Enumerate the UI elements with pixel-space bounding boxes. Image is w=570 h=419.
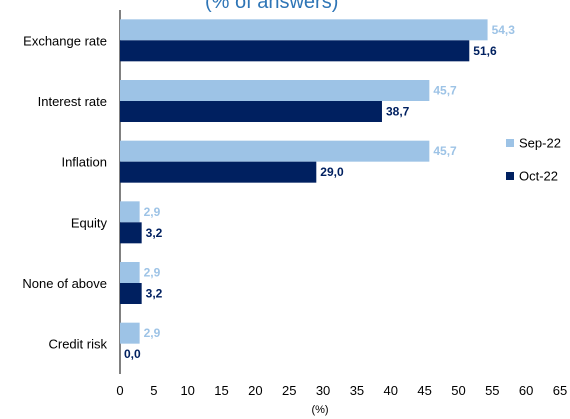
data-label: 38,7 (386, 105, 410, 119)
legend-swatch (506, 172, 514, 180)
bar-oct-22 (120, 161, 317, 183)
legend-label: Oct-22 (519, 169, 558, 184)
x-tick-label: 30 (316, 383, 330, 398)
bar-oct-22 (120, 222, 142, 244)
x-tick-label: 50 (451, 383, 465, 398)
category-label: Credit risk (48, 337, 107, 352)
category-label: Exchange rate (23, 33, 107, 48)
category-label: Inflation (61, 155, 107, 170)
data-label: 3,2 (146, 226, 163, 240)
x-tick-label: 35 (350, 383, 364, 398)
legend-swatch (506, 139, 514, 147)
value-labels: 54,351,645,738,745,729,02,93,22,93,22,90… (124, 23, 515, 361)
data-label: 0,0 (124, 347, 141, 361)
data-label: 2,9 (144, 205, 161, 219)
chart-title: (% of answers) (205, 0, 339, 13)
category-labels: Exchange rate Interest rate Inflation Equit… (22, 33, 107, 351)
legend: Sep-22 Oct-22 (506, 136, 561, 184)
bar-sep-22 (120, 19, 488, 41)
category-label: Equity (71, 215, 108, 230)
x-tick-label: 5 (150, 383, 157, 398)
data-label: 29,0 (320, 165, 344, 179)
bar-oct-22 (120, 101, 382, 122)
bar-sep-22 (120, 201, 140, 223)
data-label: 2,9 (144, 266, 161, 280)
x-tick-label: 0 (116, 383, 123, 398)
bar-oct-22 (120, 283, 142, 304)
category-label: None of above (22, 276, 107, 291)
data-label: 2,9 (144, 326, 161, 340)
bars (120, 19, 488, 344)
x-tick-label: 20 (248, 383, 262, 398)
x-tick-label: 15 (214, 383, 228, 398)
bar-sep-22 (120, 140, 430, 162)
x-tick-label: 60 (519, 383, 533, 398)
x-tick-labels: 0 5 10 15 20 25 30 35 40 45 50 55 60 65 (116, 383, 567, 398)
data-label: 45,7 (433, 84, 457, 98)
legend-label: Sep-22 (519, 136, 561, 151)
x-tick-label: 65 (553, 383, 567, 398)
data-label: 51,6 (473, 44, 497, 58)
data-label: 45,7 (433, 144, 457, 158)
x-axis-label: (%) (311, 404, 328, 416)
bar-sep-22 (120, 322, 140, 344)
x-tick-label: 10 (180, 383, 194, 398)
x-tick-label: 40 (384, 383, 398, 398)
bar-sep-22 (120, 262, 140, 283)
x-tick-label: 25 (282, 383, 296, 398)
data-label: 3,2 (146, 287, 163, 301)
bar-sep-22 (120, 80, 430, 101)
data-label: 54,3 (492, 23, 516, 37)
category-label: Interest rate (38, 94, 107, 109)
x-tick-label: 55 (485, 383, 499, 398)
x-tick-label: 45 (417, 383, 431, 398)
bar-oct-22 (120, 40, 470, 62)
